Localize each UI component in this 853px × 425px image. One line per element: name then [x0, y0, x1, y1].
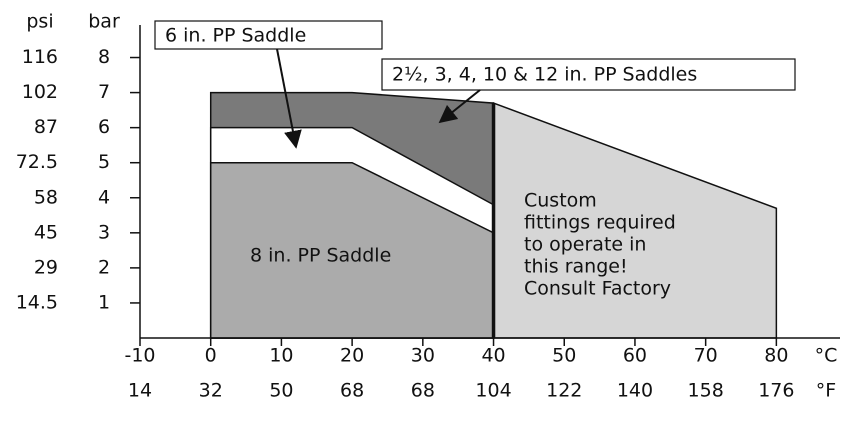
y-tick-label: 5 [98, 151, 110, 173]
arrow [438, 89, 481, 124]
x-unit: °C [815, 345, 838, 367]
annotation: to operate in [524, 234, 646, 256]
y2-tick-label: 29 [34, 256, 58, 278]
series-label: 2½, 3, 4, 10 & 12 in. PP Saddles [392, 64, 697, 86]
annotation: Consult Factory [524, 278, 671, 300]
x2-tick-label: 140 [617, 380, 653, 402]
x2-tick-label: 32 [199, 380, 223, 402]
y2-tick-label: 14.5 [16, 291, 58, 313]
label-box [381, 58, 796, 91]
y-tick-label: 4 [98, 186, 110, 208]
x-tick-label: 30 [411, 345, 435, 367]
y-tick-label: 3 [98, 221, 110, 243]
x-tick-label: 0 [205, 345, 217, 367]
x-tick-label: 80 [764, 345, 788, 367]
x2-tick-label: 104 [475, 380, 511, 402]
x2-tick-label: 158 [688, 380, 724, 402]
x-tick-label: 60 [623, 345, 647, 367]
x-tick-label: 40 [481, 345, 505, 367]
y2-unit: psi [26, 11, 53, 33]
x-tick-label: 50 [552, 345, 576, 367]
x-tick-label: 10 [269, 345, 293, 367]
label-box [154, 20, 383, 50]
x2-tick-label: 50 [269, 380, 293, 402]
series-label: 6 in. PP Saddle [165, 25, 306, 47]
x-tick-label: 70 [694, 345, 718, 367]
annotation: this range! [524, 256, 628, 278]
x2-tick-label: 68 [411, 380, 435, 402]
y2-tick-label: 58 [34, 186, 58, 208]
x2-tick-label: 68 [340, 380, 364, 402]
x2-unit: °F [816, 380, 836, 402]
y-tick-label: 6 [98, 116, 110, 138]
x2-tick-label: 122 [546, 380, 582, 402]
x2-tick-label: 176 [758, 380, 794, 402]
y-tick-label: 2 [98, 256, 110, 278]
x-tick-label: 20 [340, 345, 364, 367]
x2-tick-label: 14 [128, 380, 152, 402]
x-tick-label: -10 [124, 345, 155, 367]
y2-tick-label: 72.5 [16, 151, 58, 173]
y-tick-label: 7 [98, 81, 110, 103]
y2-tick-label: 45 [34, 221, 58, 243]
y-tick-label: 8 [98, 46, 110, 68]
y-unit: bar [88, 11, 120, 33]
y-tick-label: 1 [98, 291, 110, 313]
annotation: Custom [524, 190, 597, 212]
y2-tick-label: 116 [22, 46, 58, 68]
series-label: 8 in. PP Saddle [250, 245, 391, 267]
y2-tick-label: 102 [22, 81, 58, 103]
y2-tick-label: 87 [34, 116, 58, 138]
annotation: fittings required [524, 212, 676, 234]
arrow [276, 48, 302, 149]
